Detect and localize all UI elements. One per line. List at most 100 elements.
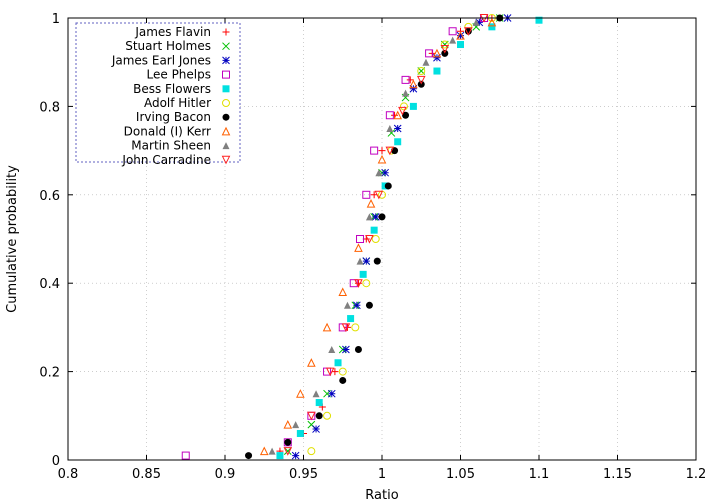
plot-frame [67, 17, 697, 461]
data-point [399, 102, 408, 111]
data-point [307, 358, 316, 367]
data-point [325, 367, 335, 377]
data-point [373, 257, 381, 265]
data-point [291, 451, 300, 460]
legend-label: Irving Bacon [136, 110, 211, 124]
data-point [449, 36, 457, 44]
data-point [354, 279, 363, 288]
data-point [433, 67, 441, 75]
data-point [422, 58, 430, 66]
data-point [334, 359, 342, 367]
series-7 [259, 17, 497, 456]
data-point [406, 76, 414, 84]
x-tick-label: 0.9 [215, 467, 236, 482]
data-point [385, 111, 394, 120]
data-point [375, 169, 383, 177]
legend-marker [222, 85, 230, 93]
legend-label: James Flavin [134, 25, 211, 39]
data-point [365, 213, 373, 221]
legend-marker [222, 99, 230, 107]
data-point [432, 48, 442, 58]
data-point [356, 257, 364, 265]
data-point [425, 49, 434, 58]
data-point [433, 53, 441, 62]
data-point [365, 235, 374, 244]
data-point [488, 23, 496, 31]
data-point [351, 323, 360, 332]
data-point [393, 124, 402, 133]
data-point [331, 368, 339, 376]
data-point [323, 411, 332, 420]
data-point [307, 447, 316, 456]
legend-label: Bess Flowers [133, 82, 211, 96]
x-axis-label: Ratio [365, 488, 398, 503]
data-point [315, 399, 323, 407]
data-point [440, 40, 449, 49]
data-point [259, 446, 269, 456]
data-point [378, 213, 386, 221]
data-point [354, 243, 363, 252]
data-point [456, 31, 465, 40]
data-point [402, 89, 410, 97]
legend-marker [222, 28, 230, 36]
data-point [366, 199, 376, 208]
x-tick-label: 0.8 [58, 467, 79, 482]
data-point [283, 447, 292, 456]
legend-label: Lee Phelps [147, 68, 211, 82]
legend-label: Donald (I) Kerr [124, 124, 211, 138]
data-point [276, 452, 284, 460]
data-point [312, 425, 320, 433]
data-point [402, 111, 410, 119]
x-tick-label: 1.1 [529, 467, 550, 482]
data-point [370, 191, 378, 199]
series-6 [245, 14, 504, 460]
x-tick-label: 1.2 [686, 467, 707, 482]
x-tick-label: 0.95 [289, 467, 318, 482]
legend-label: Martin Sheen [131, 139, 211, 153]
data-point [386, 125, 394, 132]
data-point [472, 18, 480, 26]
data-point [343, 301, 351, 309]
data-point [296, 429, 304, 437]
data-point [292, 421, 300, 429]
data-point [457, 41, 464, 49]
x-tick-label: 1.15 [603, 467, 632, 482]
legend-marker [221, 155, 231, 165]
data-point [448, 27, 457, 36]
data-point [307, 411, 316, 421]
series-9 [283, 14, 489, 456]
x-tick-label: 1 [378, 467, 386, 482]
series-1 [283, 14, 504, 456]
series-0 [276, 14, 496, 455]
data-point [385, 146, 395, 156]
data-point [371, 235, 380, 243]
data-point [417, 67, 426, 76]
data-point [283, 447, 293, 456]
data-point [354, 279, 362, 287]
y-tick-label: 0.8 [39, 100, 60, 115]
data-points [181, 14, 543, 460]
y-tick-label: 0 [52, 454, 60, 469]
legend-marker [222, 42, 230, 51]
y-tick-label: 1 [52, 12, 60, 27]
data-point [475, 18, 484, 27]
data-point [338, 287, 348, 297]
legend-marker [221, 126, 231, 136]
legend-label: Adolf Hitler [144, 96, 211, 110]
series-8 [268, 18, 480, 455]
data-point [245, 452, 253, 460]
data-point [328, 346, 336, 353]
data-point [377, 154, 387, 164]
y-tick-label: 0.4 [39, 277, 60, 292]
data-point [338, 367, 347, 376]
data-point [362, 190, 371, 199]
data-point [440, 44, 450, 54]
data-point [362, 257, 371, 265]
data-point [464, 27, 472, 35]
data-point [315, 412, 323, 420]
y-tick-label: 0.6 [39, 189, 60, 204]
legend-marker [222, 142, 230, 150]
data-point [370, 146, 379, 155]
data-point [487, 17, 497, 27]
